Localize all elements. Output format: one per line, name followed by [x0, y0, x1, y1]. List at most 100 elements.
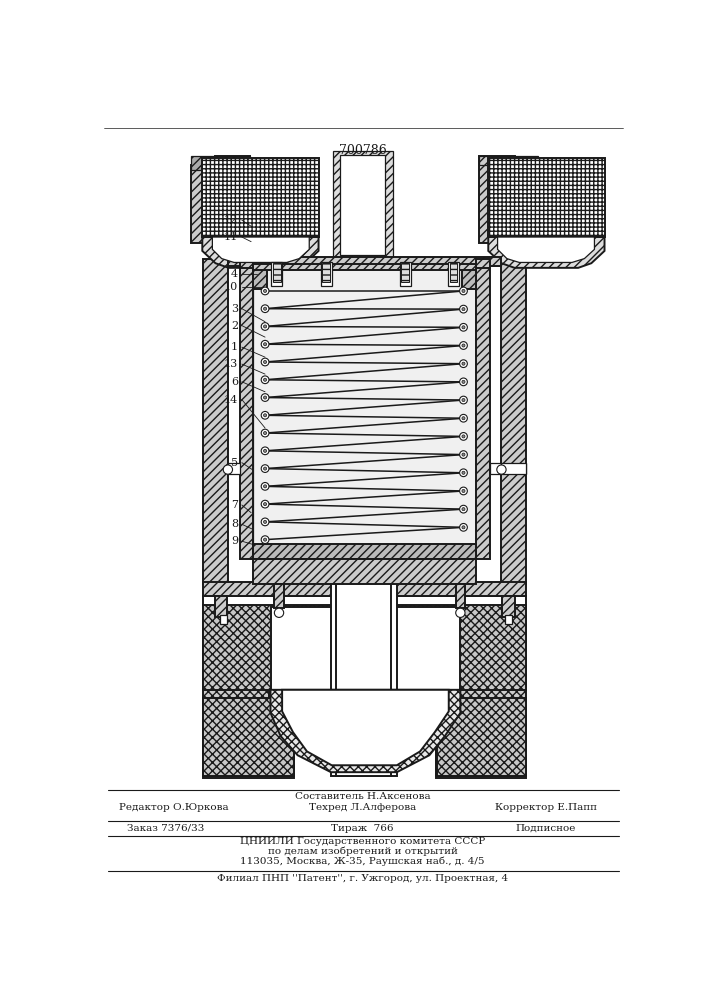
Circle shape	[264, 378, 267, 381]
Text: 11: 11	[223, 232, 238, 242]
Circle shape	[460, 487, 467, 495]
Circle shape	[264, 289, 267, 292]
Bar	[340, 155, 385, 255]
Text: 7: 7	[231, 500, 238, 510]
Bar	[400, 262, 411, 286]
Circle shape	[261, 358, 269, 366]
Text: Корректор Е.Папп: Корректор Е.Папп	[495, 803, 597, 812]
Text: Техред Л.Алферова: Техред Л.Алферова	[309, 803, 416, 812]
Bar	[220, 615, 227, 624]
Circle shape	[462, 344, 465, 347]
Bar	[215, 596, 227, 617]
Text: 9: 9	[230, 536, 238, 546]
Circle shape	[462, 435, 465, 438]
Circle shape	[462, 526, 465, 529]
Circle shape	[261, 429, 269, 437]
Circle shape	[261, 305, 269, 313]
Polygon shape	[271, 690, 460, 772]
Polygon shape	[202, 237, 319, 268]
Circle shape	[460, 433, 467, 440]
Bar	[506, 615, 513, 624]
Bar	[515, 156, 538, 170]
Circle shape	[261, 447, 269, 455]
Circle shape	[462, 453, 465, 456]
Circle shape	[462, 508, 465, 511]
Polygon shape	[479, 156, 538, 243]
Circle shape	[261, 518, 269, 526]
Circle shape	[462, 399, 465, 402]
Text: Тираж  766: Тираж 766	[332, 824, 394, 833]
Polygon shape	[192, 156, 250, 243]
Circle shape	[462, 362, 465, 365]
Circle shape	[264, 467, 267, 470]
Circle shape	[460, 378, 467, 386]
Polygon shape	[212, 237, 309, 262]
Bar	[192, 156, 215, 170]
Bar	[489, 158, 604, 237]
Bar	[253, 268, 267, 289]
Bar	[502, 596, 515, 617]
Text: 10: 10	[223, 282, 238, 292]
Circle shape	[264, 538, 267, 541]
Circle shape	[462, 471, 465, 474]
Circle shape	[264, 449, 267, 452]
Polygon shape	[282, 690, 449, 765]
Bar	[490, 463, 501, 474]
Circle shape	[462, 308, 465, 311]
Bar	[321, 262, 332, 286]
Bar	[456, 584, 465, 608]
Circle shape	[460, 305, 467, 313]
Bar	[462, 268, 476, 289]
Text: 5: 5	[230, 458, 238, 468]
Circle shape	[264, 520, 267, 523]
Circle shape	[223, 465, 233, 474]
Circle shape	[261, 323, 269, 330]
Polygon shape	[203, 608, 526, 776]
Bar	[476, 266, 490, 559]
Circle shape	[261, 376, 269, 384]
Bar	[228, 463, 240, 474]
Text: Филиал ПНП ''Патент'', г. Ужгород, ул. Проектная, 4: Филиал ПНП ''Патент'', г. Ужгород, ул. П…	[217, 874, 508, 883]
Text: 4: 4	[230, 269, 238, 279]
Bar	[240, 259, 253, 268]
Bar	[271, 262, 282, 286]
Bar	[253, 264, 476, 270]
Circle shape	[261, 536, 269, 544]
Circle shape	[462, 289, 465, 292]
Circle shape	[497, 465, 506, 474]
Circle shape	[460, 342, 467, 349]
Text: 2: 2	[230, 321, 238, 331]
Circle shape	[264, 396, 267, 399]
Bar	[215, 156, 250, 165]
Circle shape	[264, 307, 267, 310]
Circle shape	[462, 326, 465, 329]
Bar	[450, 263, 457, 282]
Bar	[476, 259, 490, 268]
Text: 3: 3	[230, 304, 238, 314]
Bar	[273, 263, 281, 282]
Bar	[202, 158, 319, 237]
Circle shape	[460, 414, 467, 422]
Circle shape	[264, 503, 267, 506]
Text: Заказ 7376/33: Заказ 7376/33	[127, 824, 204, 833]
Circle shape	[264, 325, 267, 328]
Circle shape	[261, 500, 269, 508]
Circle shape	[460, 523, 467, 531]
Polygon shape	[203, 259, 250, 584]
Circle shape	[456, 608, 465, 617]
Circle shape	[261, 411, 269, 419]
Bar	[501, 463, 526, 474]
Polygon shape	[479, 259, 526, 584]
Text: по делам изобретений и открытий: по делам изобретений и открытий	[268, 847, 457, 856]
Circle shape	[261, 465, 269, 472]
Bar	[479, 156, 515, 165]
Text: 13: 13	[223, 359, 238, 369]
Text: Редактор О.Юркова: Редактор О.Юркова	[119, 803, 228, 812]
Text: Составитель Н.Аксенова: Составитель Н.Аксенова	[295, 792, 431, 801]
Circle shape	[460, 505, 467, 513]
Circle shape	[264, 360, 267, 364]
Bar	[332, 151, 393, 259]
Circle shape	[261, 394, 269, 401]
Circle shape	[460, 287, 467, 295]
Bar	[240, 266, 253, 559]
